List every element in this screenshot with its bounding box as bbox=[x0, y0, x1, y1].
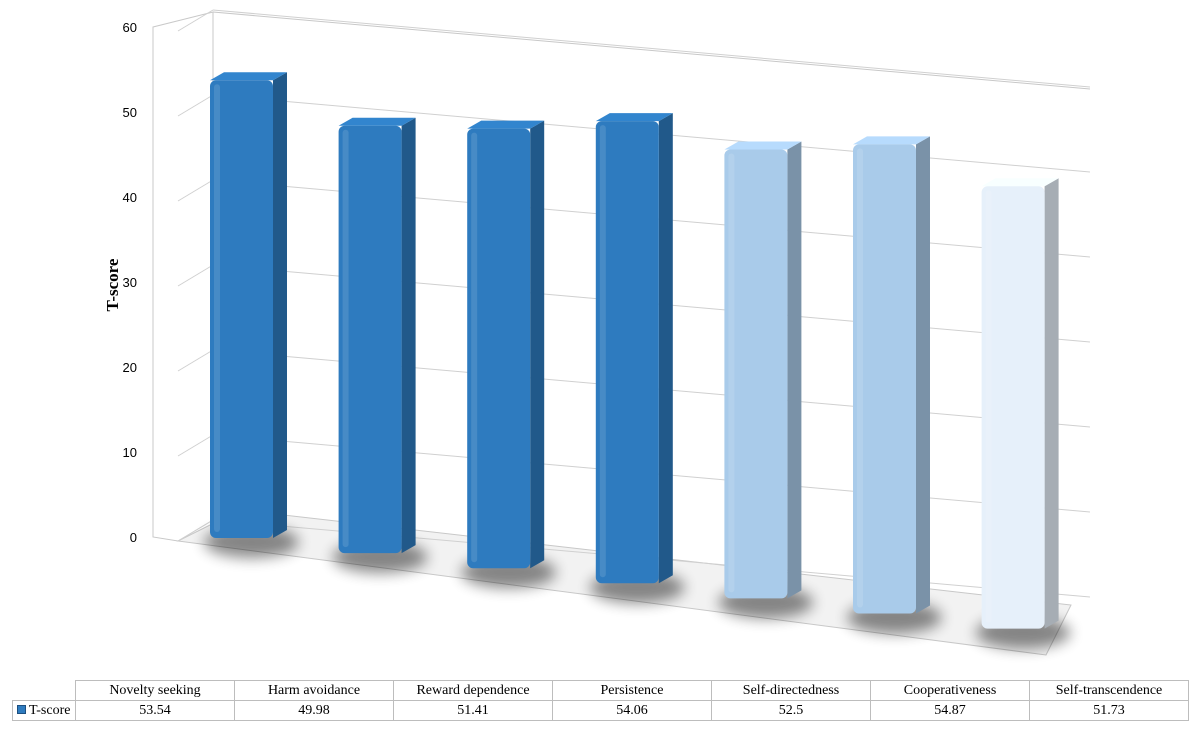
bar-side-face bbox=[658, 113, 673, 584]
legend-label: T-score bbox=[29, 702, 71, 718]
bar bbox=[210, 72, 287, 538]
data-table-header-row: Novelty seeking Harm avoidance Reward de… bbox=[12, 680, 1189, 701]
bar-front-face bbox=[853, 144, 916, 614]
y-tick-label: 20 bbox=[123, 360, 137, 375]
bar-side-face bbox=[1044, 178, 1059, 629]
table-value-cell: 51.41 bbox=[393, 700, 553, 721]
table-value-cell: 52.5 bbox=[711, 700, 871, 721]
table-header-cell: Cooperativeness bbox=[870, 680, 1030, 701]
bar-side-face bbox=[916, 136, 930, 614]
legend-entry: T-score bbox=[12, 700, 76, 721]
data-table-series-row: T-score 53.54 49.98 51.41 54.06 52.5 54.… bbox=[12, 700, 1189, 721]
bar bbox=[338, 117, 416, 554]
bar-side-face bbox=[787, 141, 802, 599]
table-value-cell: 54.06 bbox=[552, 700, 712, 721]
table-value-cell: 51.73 bbox=[1029, 700, 1189, 721]
y-tick-label: 10 bbox=[123, 445, 137, 460]
data-table: Novelty seeking Harm avoidance Reward de… bbox=[12, 680, 1189, 721]
bar-side-face bbox=[273, 72, 287, 538]
table-header-cell: Novelty seeking bbox=[75, 680, 235, 701]
bar-front-face bbox=[467, 128, 531, 569]
y-axis-title: T-score bbox=[103, 258, 122, 311]
bar bbox=[853, 136, 930, 614]
y-tick-label: 40 bbox=[123, 190, 137, 205]
bar-highlight bbox=[342, 129, 349, 548]
bars bbox=[210, 72, 1059, 629]
bar-top-face bbox=[210, 72, 287, 81]
table-header-cell: Harm avoidance bbox=[234, 680, 394, 701]
table-header-cell: Reward dependence bbox=[393, 680, 553, 701]
table-header-cell: Persistence bbox=[552, 680, 712, 701]
bar-top-face bbox=[853, 136, 930, 145]
table-corner-cell bbox=[12, 680, 76, 701]
table-header-cell: Self-transcendence bbox=[1029, 680, 1189, 701]
bar-highlight bbox=[728, 153, 735, 593]
bar-top-face bbox=[338, 117, 416, 126]
bar-highlight bbox=[471, 132, 478, 563]
legend-color-key bbox=[17, 704, 26, 714]
bar-front-face bbox=[981, 186, 1045, 629]
bar bbox=[467, 120, 545, 569]
table-header-cell: Self-directedness bbox=[711, 680, 871, 701]
bar bbox=[981, 178, 1059, 629]
bar-top-face bbox=[981, 178, 1059, 187]
bar bbox=[595, 113, 673, 584]
bar-highlight bbox=[857, 148, 863, 608]
bar-side-face bbox=[401, 117, 416, 554]
bar-front-face bbox=[210, 80, 273, 538]
table-value-cell: 49.98 bbox=[234, 700, 394, 721]
bar-front-face bbox=[724, 149, 788, 599]
bar-highlight bbox=[985, 190, 992, 623]
bar-top-face bbox=[467, 120, 545, 129]
bar bbox=[724, 141, 802, 599]
bar-highlight bbox=[599, 125, 606, 578]
table-value-cell: 54.87 bbox=[870, 700, 1030, 721]
bar-highlight bbox=[214, 84, 220, 532]
bar-side-face bbox=[530, 120, 545, 569]
y-tick-label: 60 bbox=[123, 20, 137, 35]
y-axis-ticks: 0 10 20 30 40 50 60 bbox=[123, 20, 137, 545]
bar-front-face bbox=[338, 125, 402, 554]
bar-front-face bbox=[595, 121, 659, 584]
bar-chart-3d: 0 10 20 30 40 50 60 T-score bbox=[103, 9, 1091, 656]
y-tick-label: 30 bbox=[123, 275, 137, 290]
bar-top-face bbox=[595, 113, 673, 122]
y-tick-label: 50 bbox=[123, 105, 137, 120]
bar-top-face bbox=[724, 141, 802, 150]
y-tick-label: 0 bbox=[130, 530, 137, 545]
table-value-cell: 53.54 bbox=[75, 700, 235, 721]
